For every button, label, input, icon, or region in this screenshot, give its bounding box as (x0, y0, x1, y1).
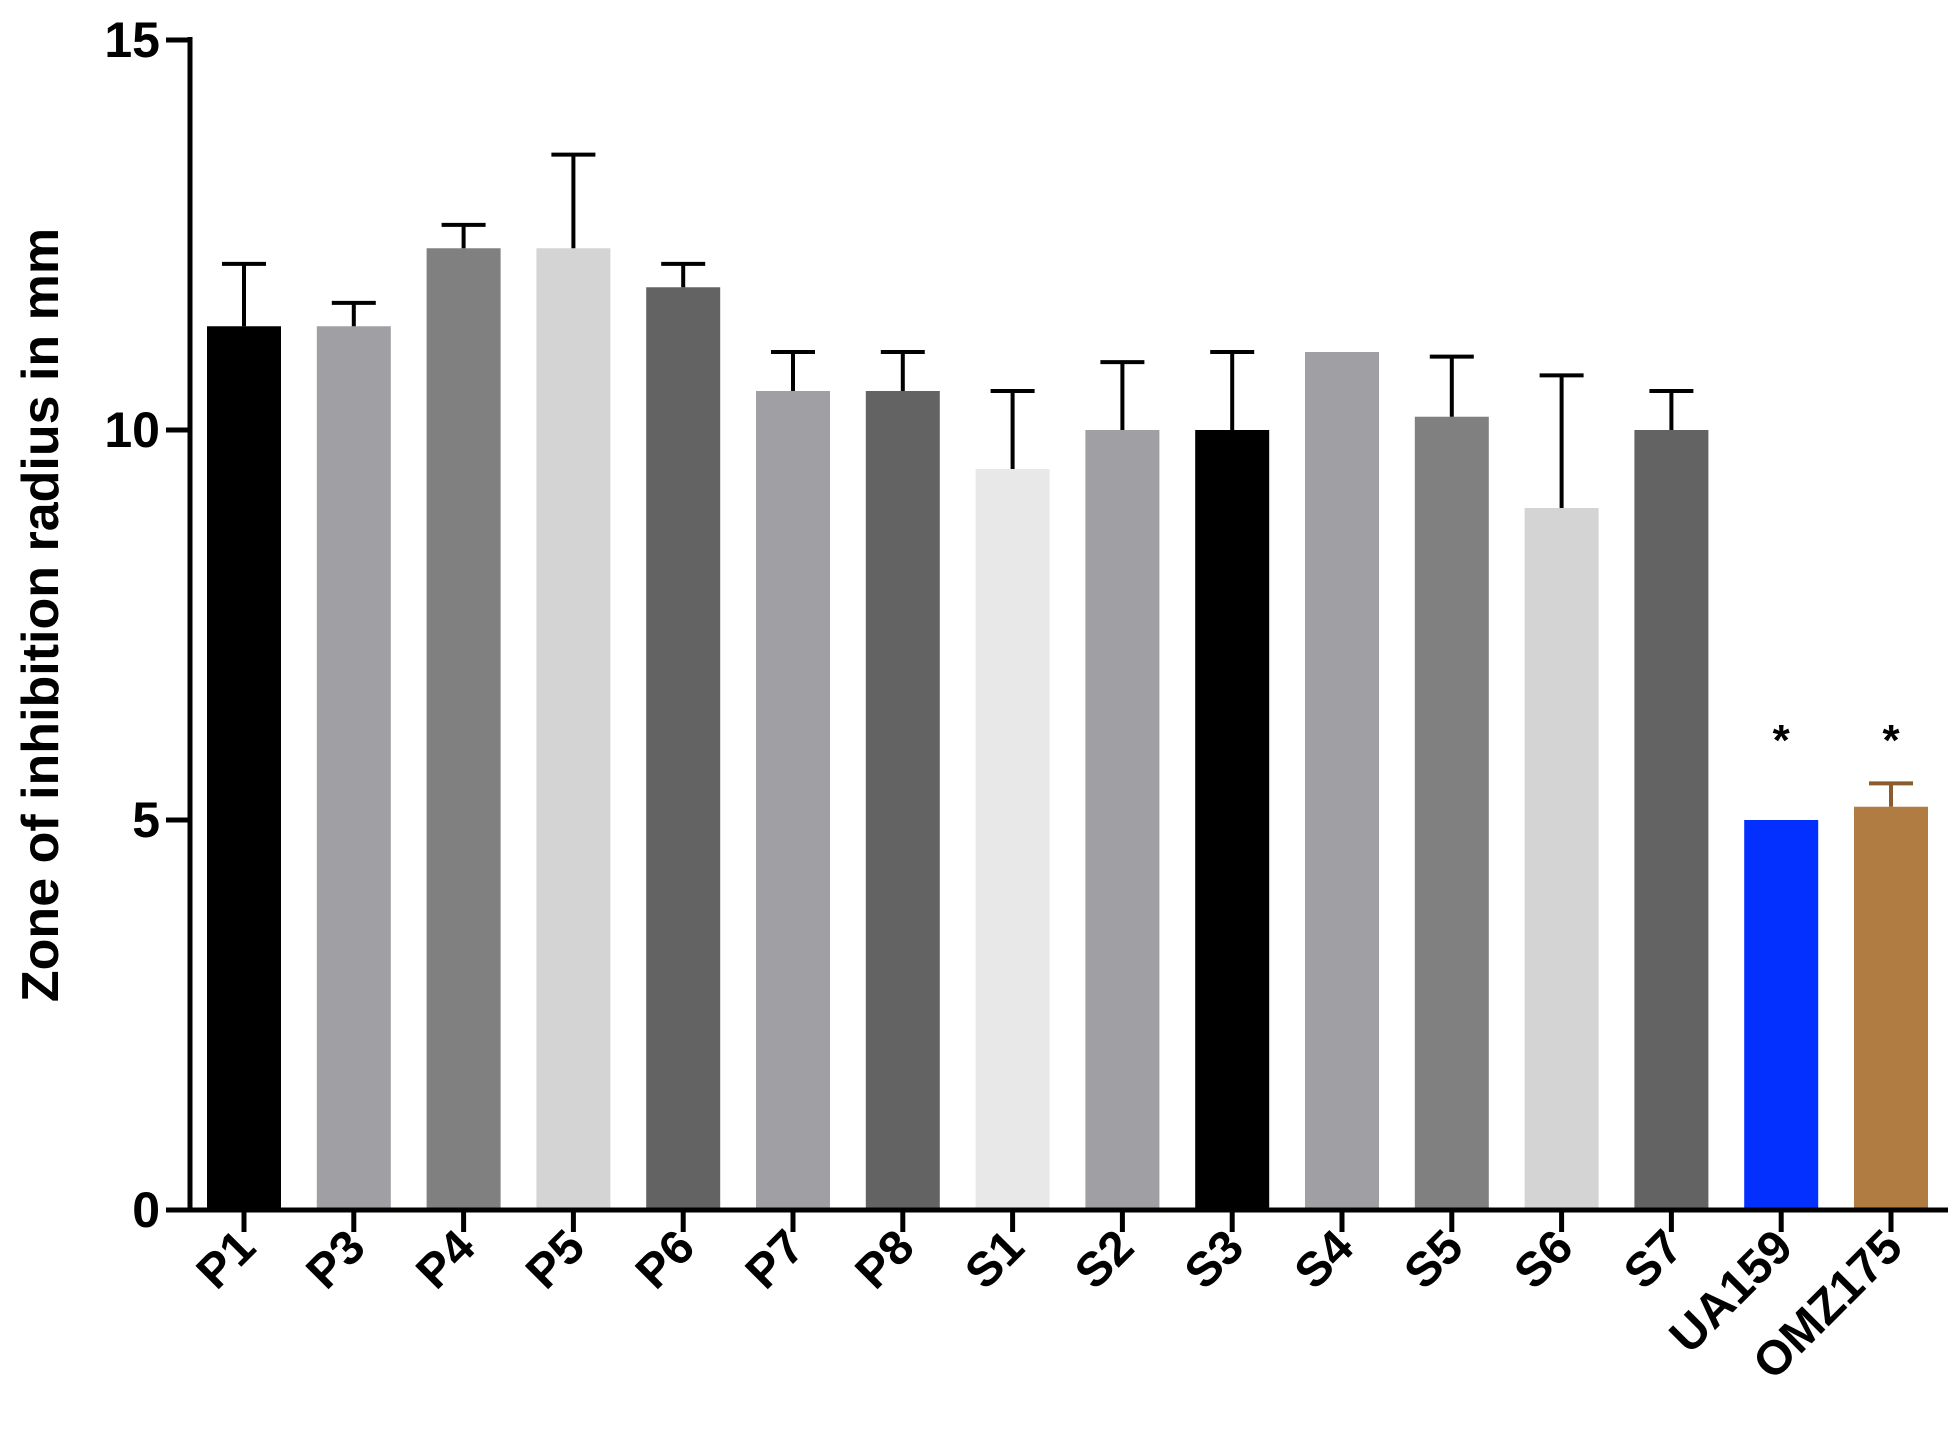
bar-s1 (975, 469, 1050, 1210)
x-tick-label-s1: S1 (955, 1220, 1034, 1299)
y-tick-label-0: 0 (132, 1182, 160, 1238)
x-tick-label-p3: P3 (297, 1220, 376, 1299)
x-tick-label-p8: P8 (846, 1220, 925, 1299)
bar-p1 (207, 326, 281, 1210)
bar-s4 (1305, 352, 1379, 1210)
x-tick-label-s6: S6 (1504, 1220, 1583, 1299)
y-tick-label-5: 5 (132, 792, 160, 848)
bar-p3 (316, 326, 391, 1210)
significance-marker-omz175: * (1882, 716, 1900, 765)
bar-p8 (865, 391, 940, 1210)
y-tick-label-10: 10 (104, 402, 160, 458)
bar-ua159 (1744, 820, 1819, 1210)
bar-p5 (536, 248, 611, 1210)
x-tick-label-p1: P1 (187, 1220, 266, 1299)
bar-s7 (1634, 430, 1709, 1210)
significance-marker-ua159: * (1773, 716, 1791, 765)
y-axis-label: Zone of inhibition radius in mm (12, 228, 70, 1002)
bar-omz175 (1854, 806, 1928, 1210)
x-tick-label-s4: S4 (1285, 1220, 1364, 1299)
x-tick-label-s3: S3 (1175, 1220, 1254, 1299)
x-tick-label-s7: S7 (1614, 1220, 1693, 1299)
bar-p6 (646, 287, 721, 1210)
x-tick-label-p5: P5 (516, 1220, 595, 1299)
bar-s3 (1195, 430, 1270, 1210)
bar-p4 (426, 248, 501, 1210)
y-tick-label-15: 15 (104, 12, 160, 68)
x-tick-label-s2: S2 (1065, 1220, 1144, 1299)
x-tick-label-p4: P4 (406, 1220, 485, 1299)
x-tick-label-p6: P6 (626, 1220, 705, 1299)
x-tick-label-p7: P7 (736, 1220, 815, 1299)
bar-p7 (756, 391, 830, 1210)
x-tick-label-s5: S5 (1395, 1220, 1474, 1299)
bar-s2 (1085, 430, 1160, 1210)
bar-s5 (1414, 416, 1489, 1210)
bar-s6 (1524, 508, 1599, 1210)
